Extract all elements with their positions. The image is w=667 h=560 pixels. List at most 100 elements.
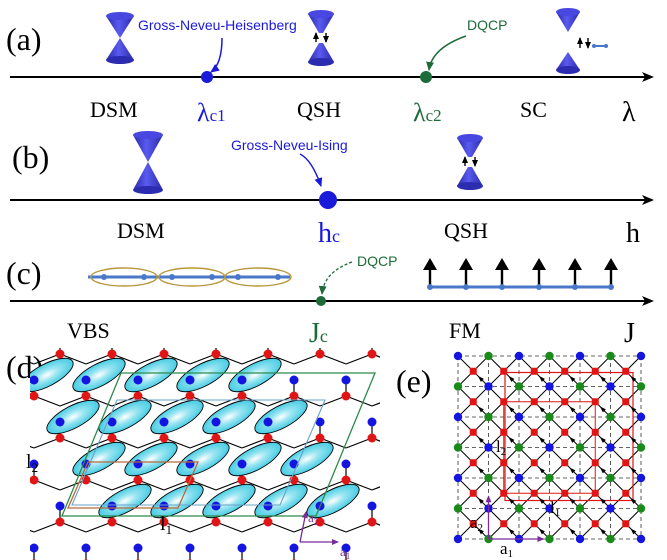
plaquette-site-red [591,459,599,467]
lattice-site-green [545,534,554,544]
plaquette-site-red [622,459,630,467]
gni-arrow [299,153,323,187]
lattice-site-red [4,434,13,443]
lattice-site-red [81,391,91,401]
lattice-site-red [107,517,117,527]
lattice-site-red [55,517,65,527]
lattice-site-red [55,349,65,359]
lattice-site-red [498,308,507,317]
lattice-site-green [636,382,646,391]
bond-arrow [630,528,637,535]
plaquette-site-red [500,520,508,528]
critical-point-lc1 [201,71,213,83]
lattice-site-green [545,351,554,361]
lattice-site-blue [636,473,646,483]
lattice-site-red [550,308,559,317]
lattice-site-blue [453,351,463,361]
lattice-site-blue [4,334,13,343]
bond-arrow [630,497,637,504]
lattice-site-blue [82,292,91,301]
lattice-site-blue [133,543,143,553]
lattice-site-blue [4,418,13,427]
panel-e-label: (e) [396,363,432,399]
lattice-site-red [602,308,611,317]
lattice-site-red [367,433,377,443]
lattice-site-green [606,412,615,422]
lattice-site-blue [524,334,533,343]
vector-a2-arrow [299,511,308,543]
phase-label-qsh-a: QSH [297,97,341,122]
lattice-site-blue [238,292,247,301]
lattice-site-blue [237,375,247,385]
lattice-site-blue [636,351,646,361]
vector-l1-label: l1 [160,513,172,537]
lattice-site-blue [315,417,325,427]
plaquette-site-red [500,459,508,467]
qsh-gapped-cone-icon [308,10,334,66]
lattice-site-red [367,349,377,359]
lattice-site-green [606,534,615,544]
lattice-site-blue [264,334,273,343]
lattice-site-blue [446,292,455,301]
lattice-site-red [341,391,351,401]
lattice-site-red [4,518,13,527]
lattice-site-red [315,433,325,443]
bond-arrow [477,375,484,382]
lattice-site-red [133,475,143,485]
bond-arrow [538,406,545,413]
bond-arrow [630,436,637,443]
vbs-dimer-chain [88,267,292,287]
panel-c-label: (c) [6,255,42,291]
plaquette-site-red [500,398,508,406]
honeycomb-lattice [4,292,611,560]
lattice-site-green [453,504,463,513]
bond-arrow [477,528,484,535]
bond-arrow [599,375,606,382]
plaquette-site-red [530,367,538,375]
lattice-site-blue [134,292,143,301]
lattice-site-red [211,517,221,527]
vector-a1-label-e: a1 [500,539,513,560]
bond-arrow [599,436,606,443]
lattice-site-green [453,443,463,452]
lattice-site-blue [367,501,377,511]
plaquette-site-red [500,489,508,497]
bond-arrow [477,406,484,413]
lattice-site-red [315,517,325,527]
lattice-site-red [159,349,169,359]
lattice-site-green [514,504,524,513]
lattice-site-blue [514,473,524,483]
lattice-site-blue [237,543,247,553]
bond-arrow [508,375,515,382]
bond-arrow [538,467,545,474]
lattice-site-blue [55,501,65,511]
lattice-site-blue [420,502,429,511]
bond-arrow [477,467,484,474]
lattice-site-blue [606,443,615,452]
lattice-site-blue [237,459,247,469]
lattice-site-blue [545,504,554,513]
qsh-gapped-cone-icon [457,134,483,190]
lattice-site-red [159,433,169,443]
critical-point-hc [319,191,337,209]
plaquette-site-red [469,367,477,375]
lattice-site-blue [446,376,455,385]
lattice-site-blue [107,417,117,427]
phase-label-dsm-b: DSM [117,218,165,243]
lattice-site-blue [211,417,221,427]
lattice-site-blue [394,544,403,553]
lattice-site-blue [133,459,143,469]
bond-arrow [569,497,576,504]
lattice-site-blue [576,334,585,343]
plaquette-site-red [561,398,569,406]
lattice-site-red [420,350,429,359]
plaquette-site-red [622,428,630,436]
lattice-site-blue [107,501,117,511]
plaquette-site-red [500,367,508,375]
lattice-site-red [472,350,481,359]
lambda-c2-label: λc2 [413,98,442,127]
lattice-site-green [453,382,463,391]
lambda-c1-label: λc1 [197,98,226,127]
bond-arrow [599,467,606,474]
plaquette-site-red [622,367,630,375]
